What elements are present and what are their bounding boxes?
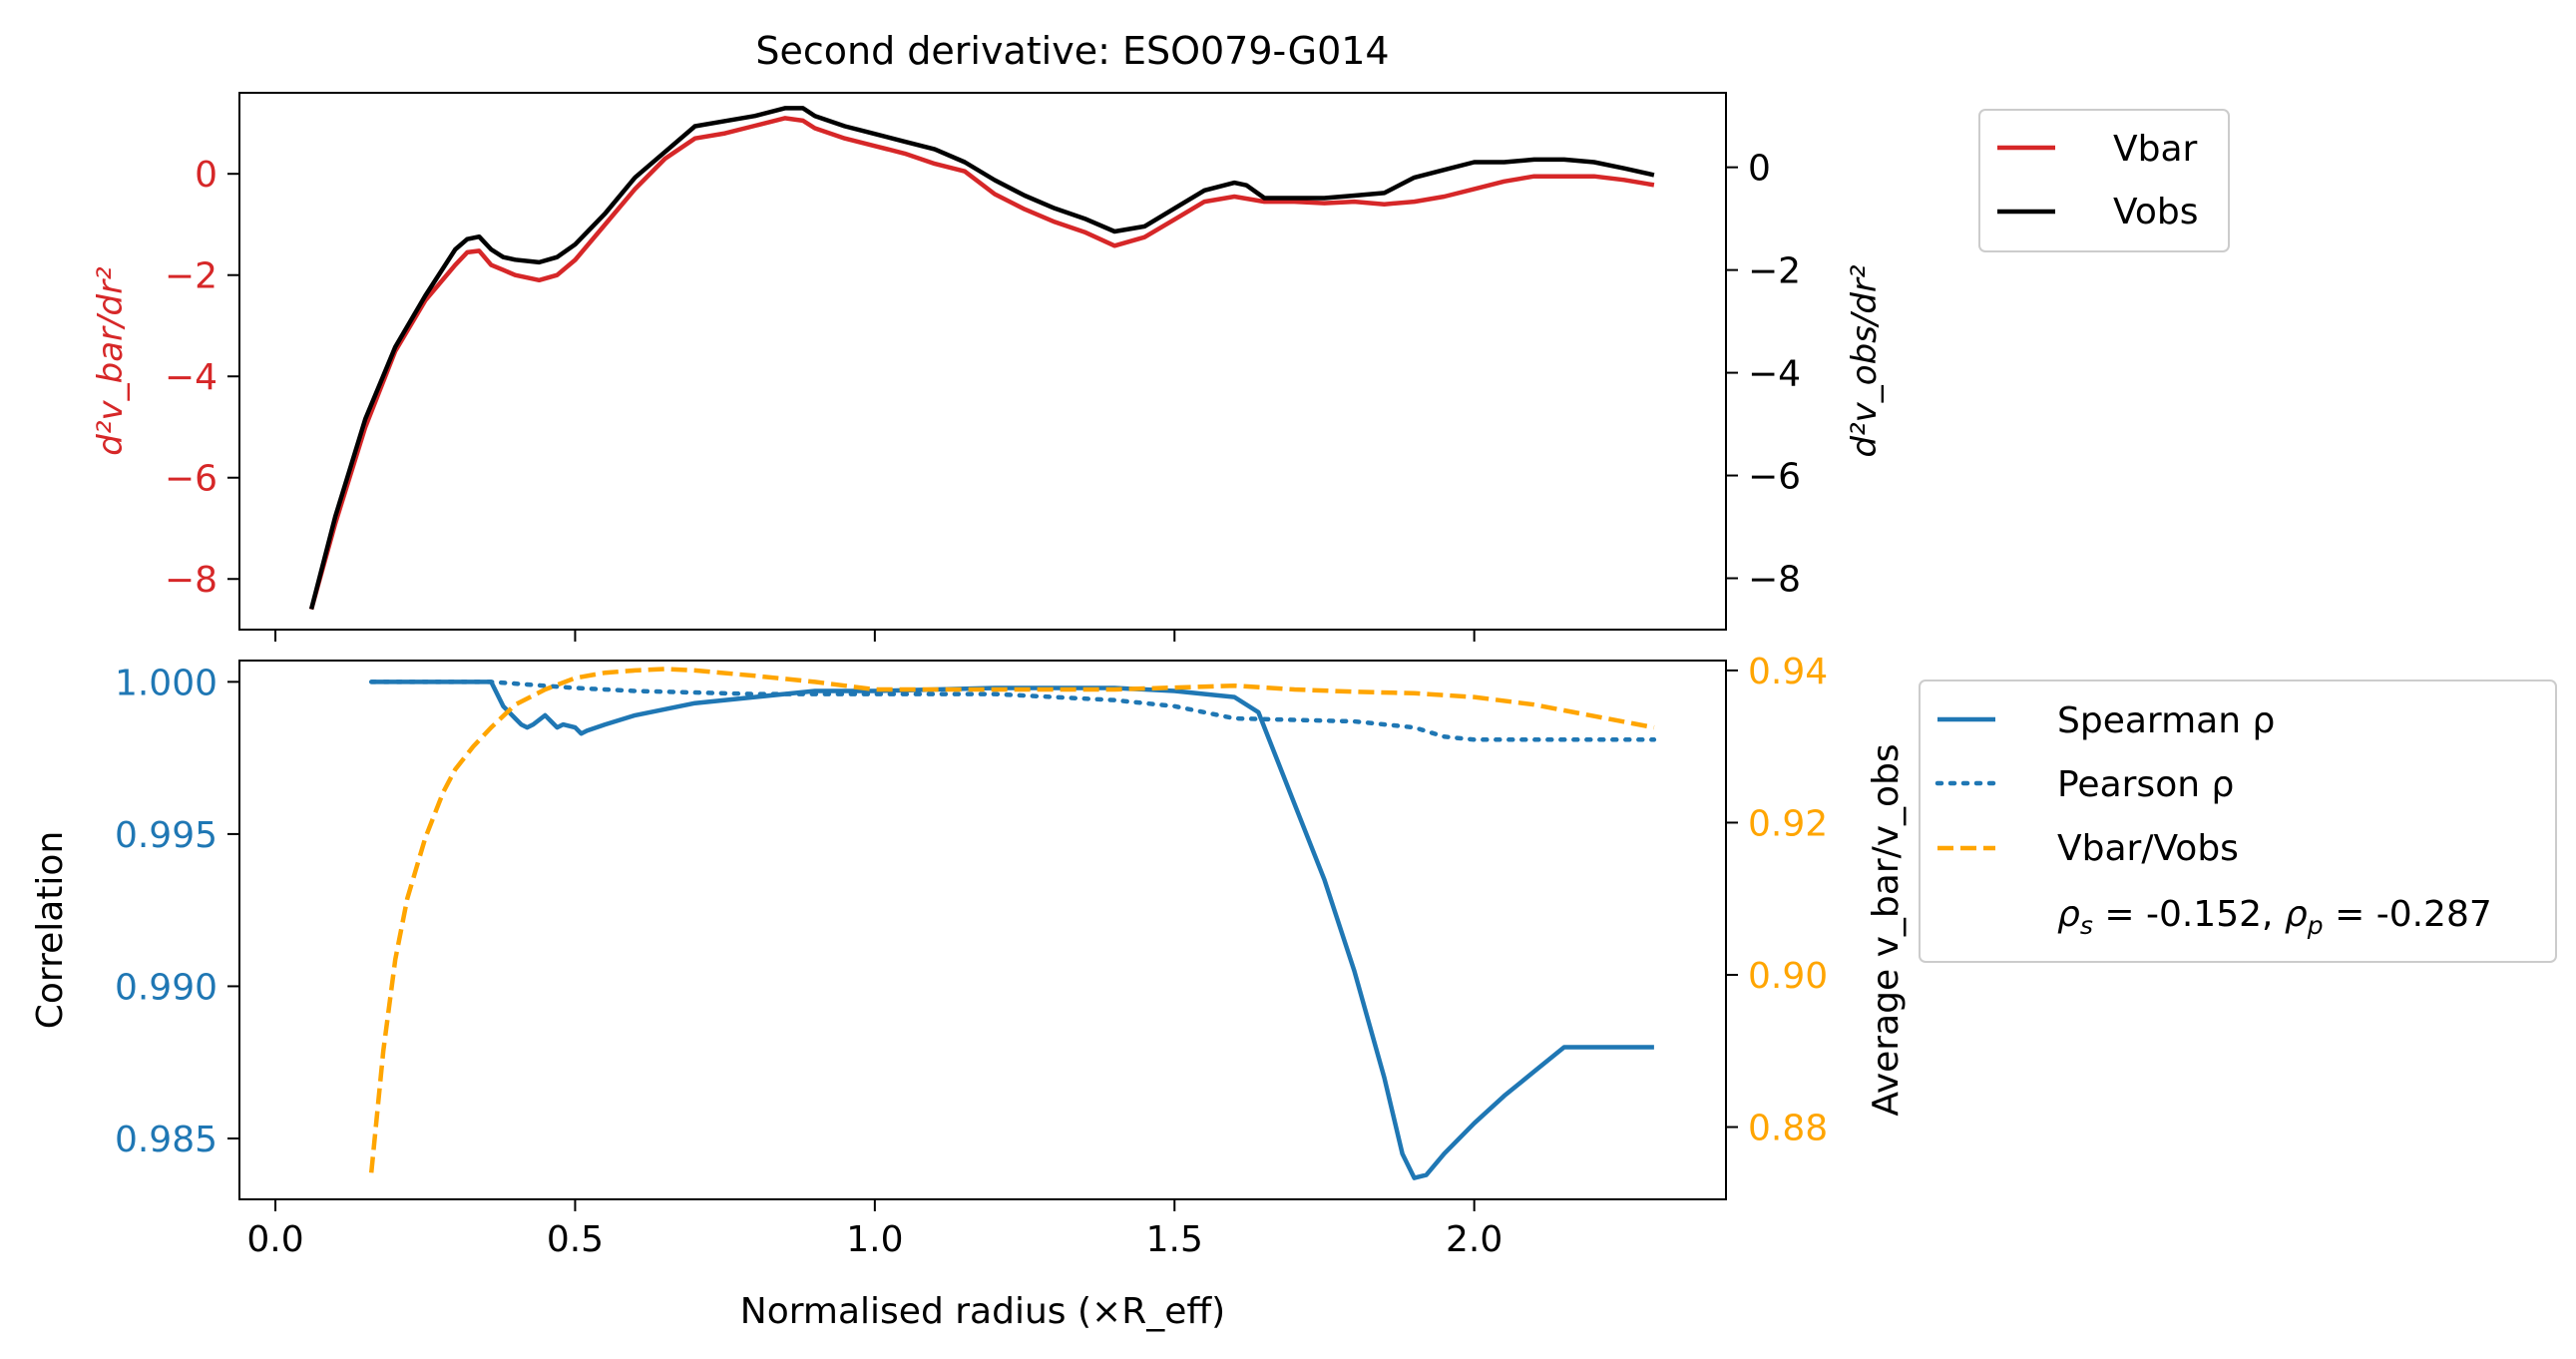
legend-label-pearson: Pearson ρ: [2057, 764, 2234, 805]
top-legend: Vbar Vobs: [1978, 109, 2230, 252]
series-line-vbar-vobs: [368, 667, 1655, 1173]
bottom-right-ylabel: Average v_bar/v_obs: [1866, 743, 1907, 1116]
top-left-y-tick-label-4: −8: [165, 560, 217, 601]
top-left-y-tick-label-1: −2: [165, 256, 217, 297]
bottom-left-y-axis: 1.000 0.995 0.990 0.985: [115, 663, 239, 1160]
legend-annotation-rho: ρs = -0.152, ρp = -0.287: [2057, 894, 2492, 940]
bottom-lines: [368, 667, 1657, 1180]
bottom-left-y-tick-label-1: 0.995: [115, 815, 217, 856]
bottom-x-tick-label-3: 1.5: [1146, 1219, 1203, 1260]
legend-label-vbar: Vbar: [2113, 129, 2198, 170]
top-legend-box: [1978, 109, 2230, 252]
top-left-y-axis: 0 −2 −4 −6 −8: [165, 155, 239, 601]
bottom-panel: 1.000 0.995 0.990 0.985 0.94 0.92 0.90 0.88 0.…: [30, 652, 2557, 1332]
top-right-y-tick-label-0: 0: [1748, 149, 1771, 190]
bottom-left-y-tick-label-3: 0.985: [115, 1120, 217, 1160]
bottom-right-y-tick-label-0: 0.94: [1748, 652, 1828, 692]
bottom-xlabel: Normalised radius (×R_eff): [740, 1291, 1225, 1332]
bottom-left-ylabel: Correlation: [30, 831, 71, 1030]
top-right-y-axis: 0 −2 −4 −6 −8: [1726, 149, 1801, 601]
bottom-legend: Spearman ρ Pearson ρ Vbar/Vobs ρs = -0.1…: [1919, 680, 2557, 963]
bottom-left-y-tick-label-2: 0.990: [115, 967, 217, 1008]
top-left-ylabel: d²v_bar/dr²: [91, 266, 131, 456]
bottom-legend-box: [1919, 680, 2557, 963]
series-line-vobs: [308, 106, 1655, 610]
bottom-right-y-tick-label-2: 0.90: [1748, 956, 1828, 997]
series-line-pearson: [368, 680, 1657, 742]
bottom-left-y-tick-label-0: 1.000: [115, 663, 217, 703]
bottom-right-y-tick-label-1: 0.92: [1748, 803, 1828, 844]
legend-label-spearman: Spearman ρ: [2057, 700, 2275, 741]
top-left-y-tick-label-2: −4: [165, 357, 217, 398]
bottom-right-y-axis: 0.94 0.92 0.90 0.88: [1726, 652, 1828, 1149]
bottom-plot-frame: [238, 660, 1727, 1200]
top-lines: [308, 106, 1655, 611]
bottom-x-tick-label-0: 0.0: [246, 1219, 303, 1260]
top-x-axis-ticks: [274, 630, 1476, 642]
bottom-x-tick-label-1: 0.5: [547, 1219, 604, 1260]
top-chart-title: Second derivative: ESO079-G014: [755, 29, 1389, 73]
legend-label-vbar-vobs: Vbar/Vobs: [2057, 828, 2239, 869]
top-plot-frame: [238, 92, 1727, 631]
top-right-y-tick-label-2: −4: [1748, 354, 1801, 395]
top-left-y-tick-label-0: 0: [195, 155, 217, 196]
bottom-x-axis: 0.0 0.5 1.0 1.5 2.0: [246, 1199, 1503, 1260]
top-left-y-tick-label-3: −6: [165, 459, 217, 500]
bottom-right-y-tick-label-3: 0.88: [1748, 1109, 1828, 1149]
bottom-x-tick-label-4: 2.0: [1446, 1219, 1503, 1260]
top-right-ylabel: d²v_obs/dr²: [1845, 264, 1885, 457]
bottom-x-tick-label-2: 1.0: [846, 1219, 903, 1260]
top-right-y-tick-label-3: −6: [1748, 457, 1801, 498]
top-right-y-tick-label-1: −2: [1748, 251, 1801, 292]
legend-label-vobs: Vobs: [2113, 192, 2198, 232]
top-panel: Second derivative: ESO079-G014 0 −2 −4 −6 −8…: [91, 29, 2230, 642]
top-right-y-tick-label-4: −8: [1748, 560, 1801, 601]
series-line-vbar: [308, 116, 1655, 611]
